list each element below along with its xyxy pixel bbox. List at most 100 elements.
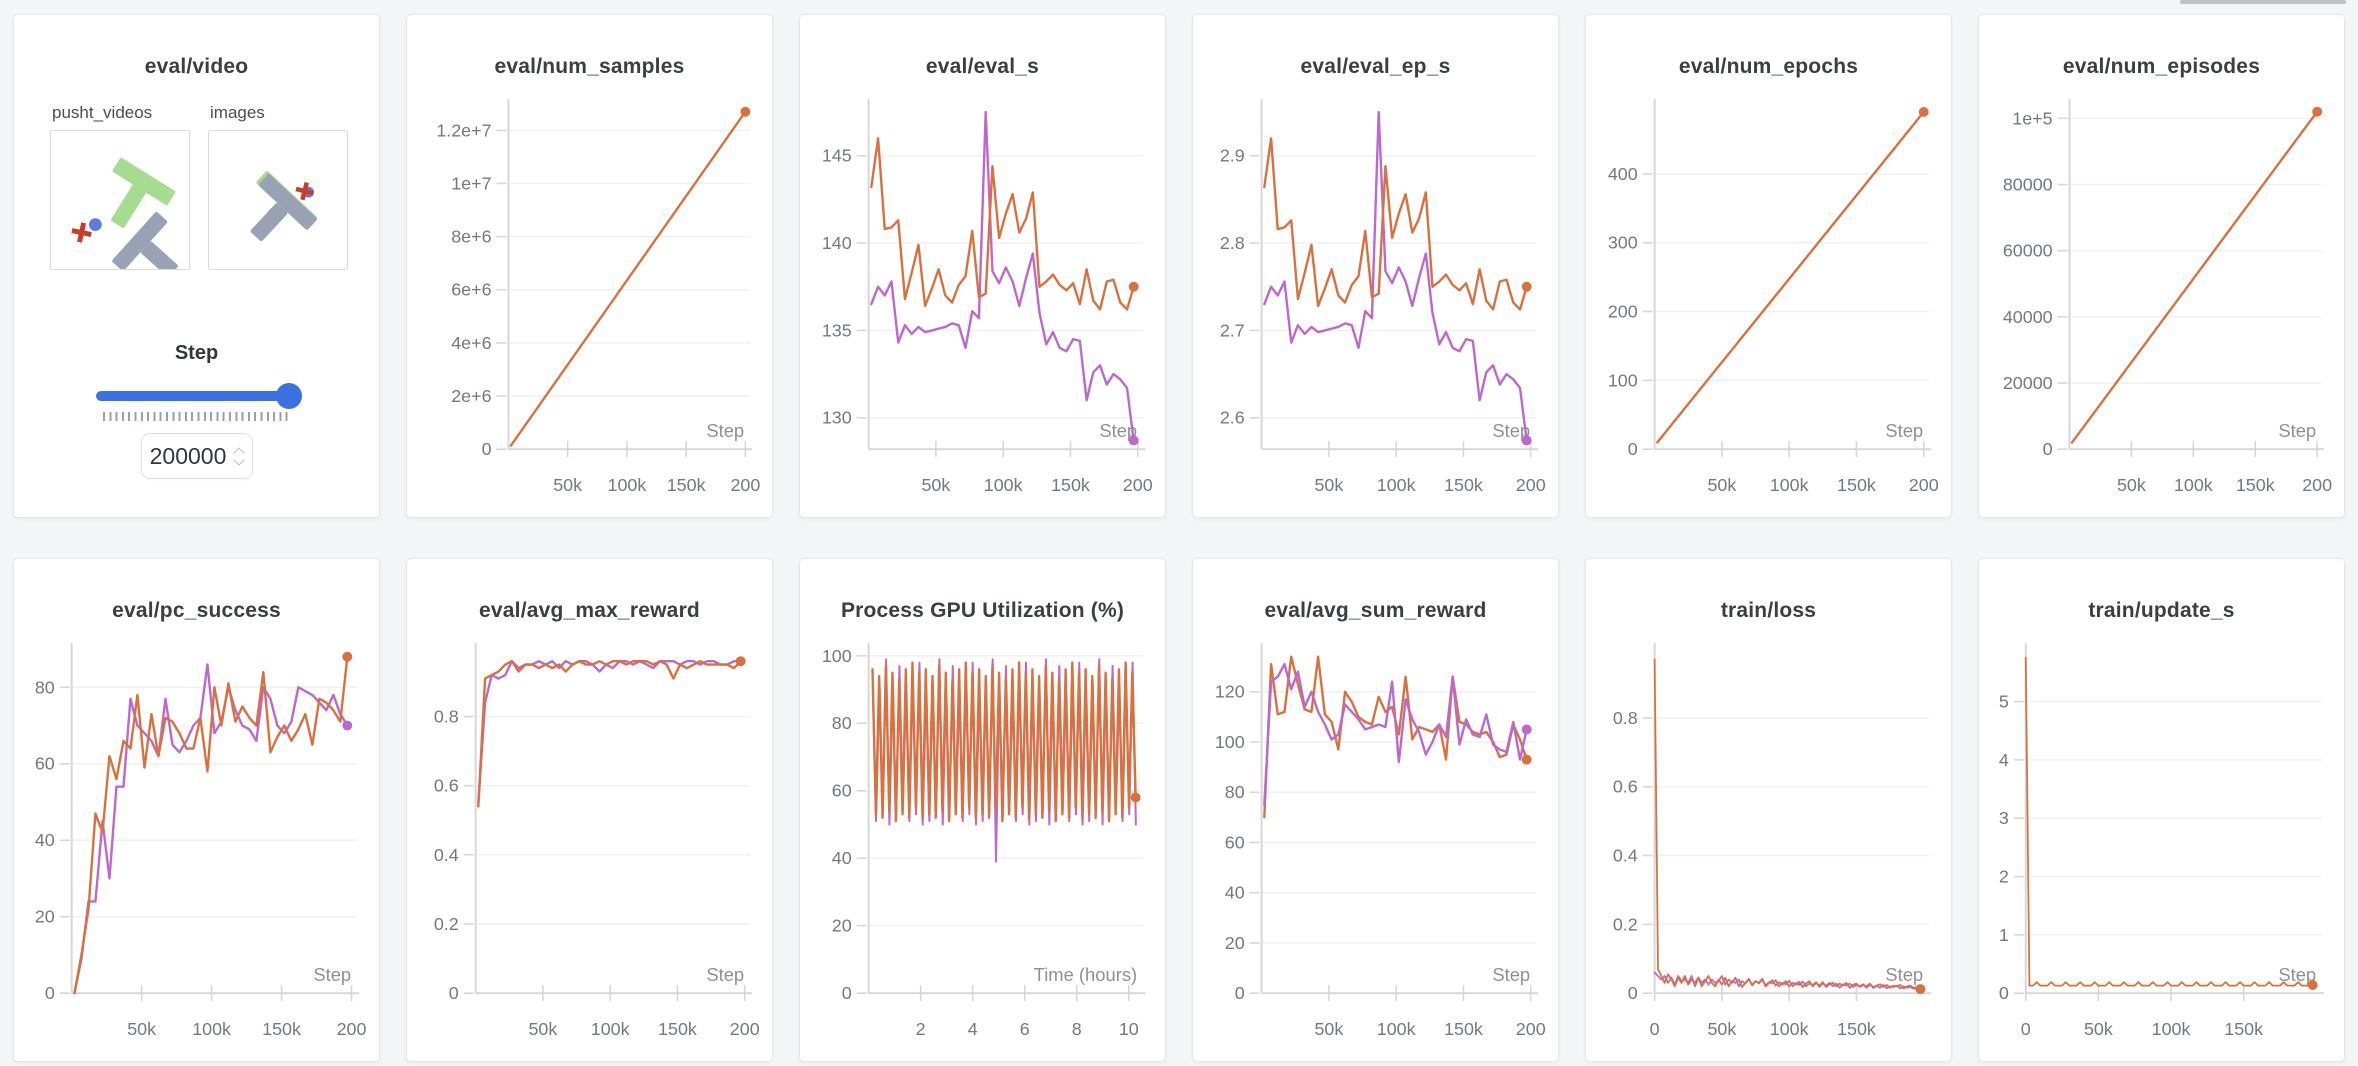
thumb-label: pusht_videos xyxy=(52,103,153,122)
line-chart[interactable]: 0 2e+6 4e+6 6e+6 8e+6 1e+7 1.2e+7 50k 100k 150k 20… xyxy=(407,89,772,513)
svg-text:150k: 150k xyxy=(1837,475,1876,495)
svg-text:100k: 100k xyxy=(1770,1019,1809,1039)
svg-text:4e+6: 4e+6 xyxy=(451,333,491,353)
svg-text:1: 1 xyxy=(1999,925,2009,945)
svg-text:0.6: 0.6 xyxy=(1613,777,1638,797)
svg-text:50k: 50k xyxy=(921,475,950,495)
media-thumb-images[interactable]: images xyxy=(208,103,348,270)
chart-title: train/loss xyxy=(1720,599,1817,622)
svg-text:0: 0 xyxy=(482,439,492,459)
svg-text:0: 0 xyxy=(2043,439,2053,459)
svg-text:120: 120 xyxy=(1215,682,1245,702)
svg-text:4: 4 xyxy=(1999,750,2009,770)
svg-text:40: 40 xyxy=(832,848,852,868)
slider-knob[interactable] xyxy=(275,383,302,409)
svg-text:0.4: 0.4 xyxy=(434,845,459,865)
svg-text:100k: 100k xyxy=(1377,1019,1416,1039)
pusht-video-frame-icon xyxy=(71,157,178,269)
line-chart[interactable]: 0 20 40 60 80 100 120 50k 100k 150k 200 Step xyxy=(1193,633,1558,1057)
chart-title: eval/num_samples xyxy=(494,55,685,78)
svg-text:60: 60 xyxy=(832,781,852,801)
svg-text:130: 130 xyxy=(822,408,852,428)
svg-text:145: 145 xyxy=(822,146,852,166)
slider-track[interactable] xyxy=(95,391,298,401)
svg-text:50k: 50k xyxy=(1707,475,1736,495)
chart-title: eval/eval_ep_s xyxy=(1300,55,1451,78)
svg-text:1e+7: 1e+7 xyxy=(451,173,491,193)
step-slider-label: Step xyxy=(174,342,219,364)
svg-text:2.9: 2.9 xyxy=(1220,146,1245,166)
line-chart[interactable]: 0 0.2 0.4 0.6 0.8 50k 100k 150k 200 Step xyxy=(407,633,772,1057)
svg-text:0: 0 xyxy=(1628,983,1638,1003)
panel-eval-avg-max-reward: eval/avg_max_reward 0 0.2 0.4 0.6 0.8 50k 100k… xyxy=(406,558,773,1062)
panel-eval-video: eval/video pusht_videos xyxy=(13,14,380,518)
svg-text:2.7: 2.7 xyxy=(1220,320,1245,340)
svg-text:10: 10 xyxy=(1119,1019,1139,1039)
svg-text:200: 200 xyxy=(1608,302,1638,322)
svg-text:2: 2 xyxy=(1999,867,2009,887)
panel-eval-num-samples: eval/num_samples 0 2e+6 4e+6 6e+6 8e+6 1e+7 1.… xyxy=(406,14,773,518)
svg-text:6e+6: 6e+6 xyxy=(451,280,491,300)
svg-text:2.8: 2.8 xyxy=(1220,233,1245,253)
svg-text:150k: 150k xyxy=(1837,1019,1876,1039)
svg-text:100k: 100k xyxy=(608,475,647,495)
green-tee-shape xyxy=(111,157,176,228)
panel-title: eval/video xyxy=(144,55,249,78)
svg-text:20: 20 xyxy=(1225,933,1245,953)
horizontal-scrollbar-thumb[interactable] xyxy=(2180,0,2346,4)
slider-tick-marks xyxy=(102,412,291,421)
svg-text:5: 5 xyxy=(1999,692,2009,712)
svg-text:200: 200 xyxy=(337,1019,367,1039)
svg-text:0.2: 0.2 xyxy=(434,914,459,934)
svg-text:40: 40 xyxy=(35,830,55,850)
gray-tee-shape xyxy=(112,212,178,269)
svg-text:100k: 100k xyxy=(591,1019,630,1039)
svg-text:0: 0 xyxy=(1235,983,1245,1003)
stepper-buttons[interactable] xyxy=(233,446,246,466)
svg-text:Step: Step xyxy=(1885,964,1923,985)
svg-text:200: 200 xyxy=(1516,1019,1546,1039)
line-chart[interactable]: 0 0.2 0.4 0.6 0.8 0 50k 100k 150k Step xyxy=(1586,633,1951,1057)
svg-text:200: 200 xyxy=(1909,475,1939,495)
line-chart[interactable]: 0 1 2 3 4 5 0 50k 100k 150k Step xyxy=(1979,633,2344,1057)
svg-text:150k: 150k xyxy=(1051,475,1090,495)
svg-text:50k: 50k xyxy=(553,475,582,495)
step-number-input[interactable]: 200000 xyxy=(140,433,253,479)
line-chart[interactable]: 0 20 40 60 80 50k 100k 150k 200 Step xyxy=(14,633,379,1057)
svg-text:Step: Step xyxy=(1492,964,1530,985)
line-chart[interactable]: 2.6 2.7 2.8 2.9 50k 100k 150k 200 Step xyxy=(1193,89,1558,513)
svg-text:80000: 80000 xyxy=(2003,174,2053,194)
svg-text:Step: Step xyxy=(1885,420,1923,441)
svg-text:Step: Step xyxy=(2278,420,2316,441)
goal-cross-icon xyxy=(295,181,314,201)
svg-text:150k: 150k xyxy=(658,1019,697,1039)
svg-text:8: 8 xyxy=(1072,1019,1082,1039)
line-chart[interactable]: 130 135 140 145 50k 100k 150k 200 Step xyxy=(800,89,1165,513)
media-thumb-pusht-videos[interactable]: pusht_videos xyxy=(50,103,190,270)
svg-text:0: 0 xyxy=(1650,1019,1660,1039)
panel-eval-num-epochs: eval/num_epochs 0 100 200 300 400 50k 100k 150k… xyxy=(1585,14,1952,518)
chart-title: eval/avg_sum_reward xyxy=(1264,599,1487,622)
svg-text:50k: 50k xyxy=(2084,1019,2113,1039)
svg-text:60: 60 xyxy=(1225,832,1245,852)
svg-text:200: 200 xyxy=(730,1019,760,1039)
svg-text:0.4: 0.4 xyxy=(1613,846,1638,866)
svg-text:0: 0 xyxy=(449,983,459,1003)
line-chart[interactable]: 0 20000 40000 60000 80000 1e+5 50k 100k 150k 200 S… xyxy=(1979,89,2344,513)
svg-text:50k: 50k xyxy=(1707,1019,1736,1039)
step-value: 200000 xyxy=(149,442,227,469)
panel-eval-eval-ep-s: eval/eval_ep_s 2.6 2.7 2.8 2.9 50k 100k 150k 20… xyxy=(1192,14,1559,518)
svg-text:0.8: 0.8 xyxy=(1613,708,1638,728)
chart-title: train/update_s xyxy=(2088,599,2235,622)
chart-title: eval/pc_success xyxy=(112,599,281,622)
svg-text:2e+6: 2e+6 xyxy=(451,386,491,406)
panel-process-gpu-utilization: Process GPU Utilization (%) 0 20 40 60 80 100… xyxy=(799,558,1166,1062)
panel-eval-pc-success: eval/pc_success 0 20 40 60 80 50k 100k 150k 200 S… xyxy=(13,558,380,1062)
goal-cross-icon xyxy=(71,222,92,243)
line-chart[interactable]: 0 20 40 60 80 100 2 4 6 8 10 Time (hours) xyxy=(800,633,1165,1057)
svg-text:3: 3 xyxy=(1999,808,2009,828)
step-slider[interactable] xyxy=(95,383,302,409)
svg-text:20: 20 xyxy=(832,916,852,936)
line-chart[interactable]: 0 100 200 300 400 50k 100k 150k 200 Step xyxy=(1586,89,1951,513)
svg-text:0: 0 xyxy=(2021,1019,2031,1039)
